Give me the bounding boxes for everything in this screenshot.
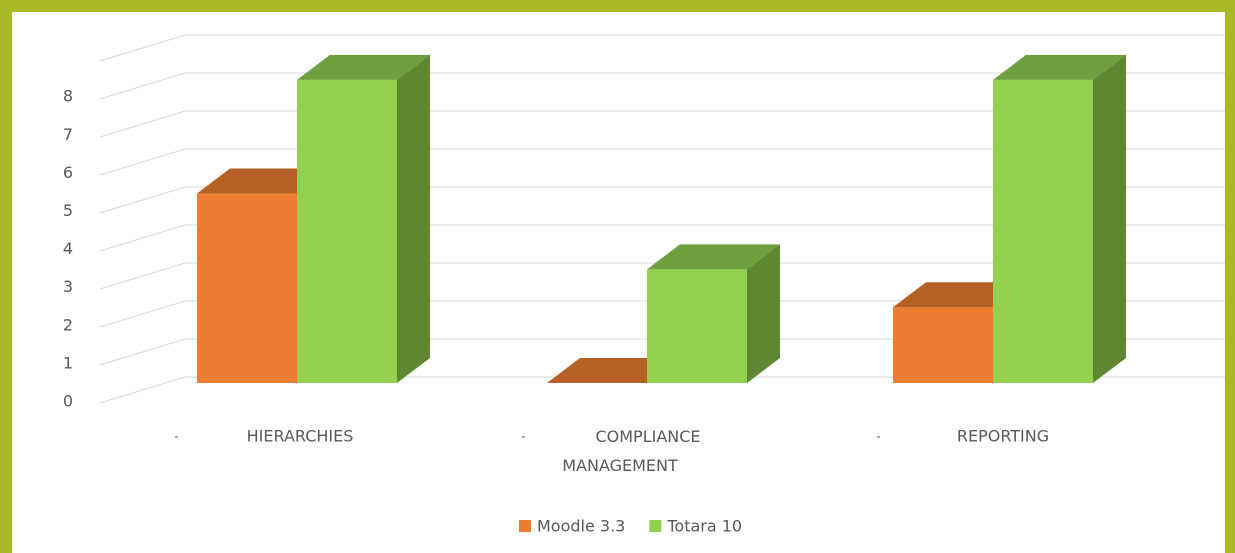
grid-line — [99, 34, 1225, 62]
y-tick-label: 8 — [63, 87, 73, 106]
bar-top — [197, 168, 330, 194]
x-tick-label: HIERARCHIES — [247, 427, 354, 446]
bar-top — [547, 358, 680, 383]
bar-top — [893, 282, 1026, 308]
x-tick-label: COMPLIANCE MANAGEMENT — [562, 427, 700, 475]
bar-front — [297, 79, 397, 383]
bar — [547, 358, 680, 383]
bar-front — [893, 307, 993, 383]
grid-line — [99, 148, 1225, 176]
bar — [647, 244, 780, 383]
y-tick-label: 2 — [63, 315, 73, 334]
grid-line — [99, 338, 1225, 366]
legend-swatch — [649, 520, 662, 532]
bar-top — [297, 54, 430, 80]
grid-line — [99, 110, 1225, 138]
y-tick-label: 4 — [63, 239, 73, 258]
bar-front — [993, 79, 1093, 383]
bar-top — [647, 244, 780, 270]
grid-line — [99, 224, 1225, 252]
bar-front — [197, 193, 297, 383]
bars — [197, 54, 1126, 384]
bar-front — [647, 269, 747, 383]
grid-line — [99, 72, 1225, 100]
bar — [297, 54, 430, 384]
y-tick-label: 3 — [63, 277, 73, 296]
grid-line — [99, 262, 1225, 290]
bar-top — [993, 54, 1126, 80]
grid-line — [99, 300, 1225, 328]
bar-side — [397, 54, 430, 384]
y-tick-label: 1 — [63, 353, 73, 372]
bar-side — [747, 244, 780, 383]
y-tick-label: 6 — [63, 163, 73, 182]
grid — [99, 34, 1225, 404]
legend-label: Totara 10 — [666, 517, 742, 536]
legend: Moodle 3.3 Totara 10 — [519, 517, 742, 536]
y-tick-label: 0 — [63, 392, 73, 411]
legend-label: Moodle 3.3 — [537, 517, 625, 536]
y-tick-label: 7 — [63, 125, 73, 144]
bar — [993, 54, 1126, 384]
x-tick-label: REPORTING — [957, 427, 1049, 446]
legend-swatch — [519, 520, 531, 532]
grid-line — [99, 186, 1225, 214]
grid-line — [99, 376, 1225, 404]
labels: 0 1 2 3 4 5 6 7 8 HIERARCHIES COMPLIANCE MANAGEMENT… — [63, 87, 1049, 475]
bar-side — [1093, 54, 1126, 384]
y-tick-label: 5 — [63, 201, 73, 220]
